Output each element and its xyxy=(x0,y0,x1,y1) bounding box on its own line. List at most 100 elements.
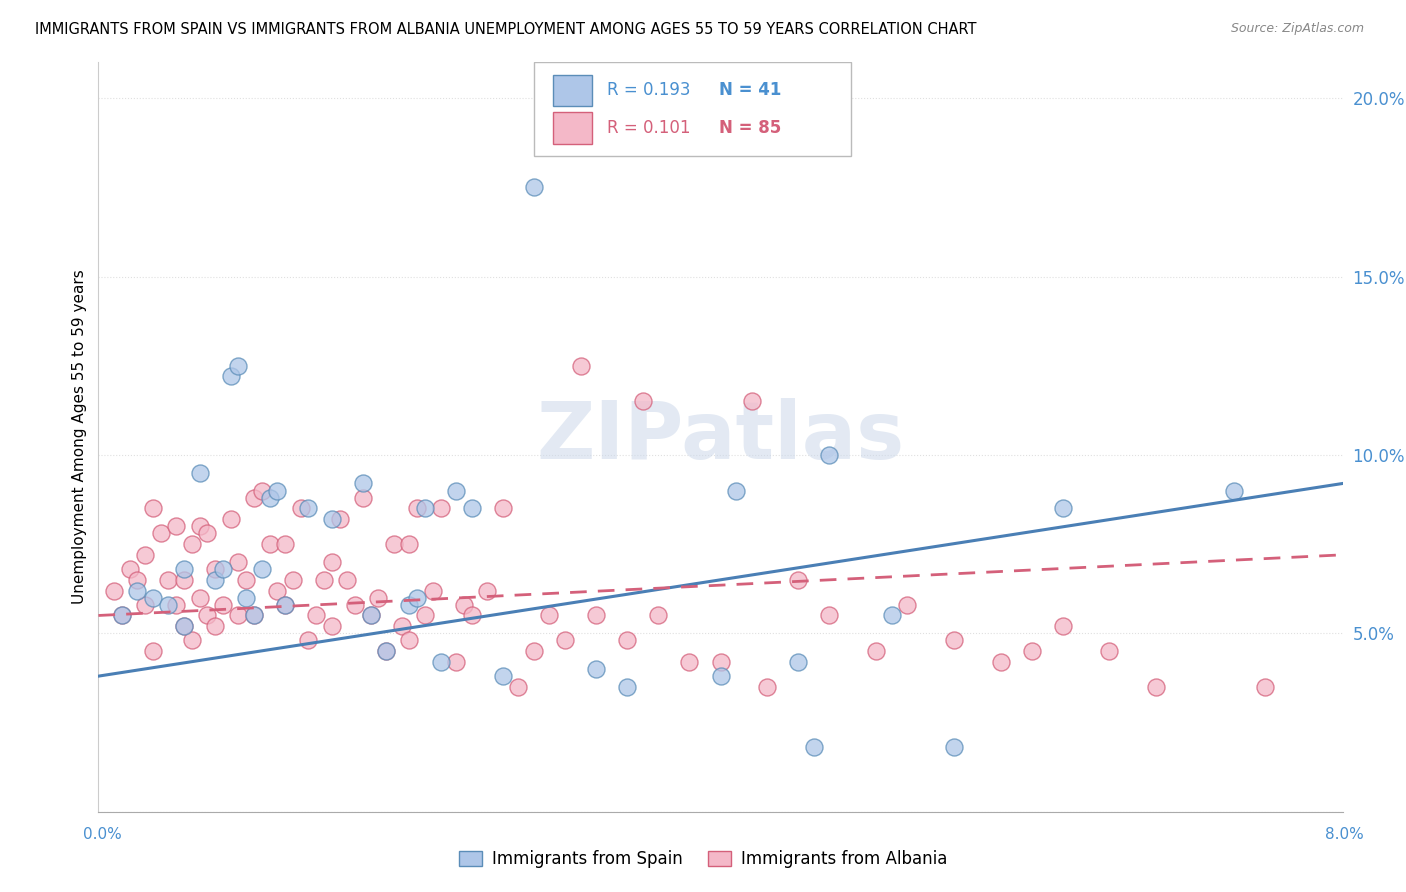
Point xyxy=(188,591,211,605)
Point xyxy=(756,680,779,694)
Point xyxy=(228,359,250,373)
Point xyxy=(710,655,733,669)
Point xyxy=(1223,483,1246,498)
Point xyxy=(165,519,187,533)
Point xyxy=(880,608,903,623)
Point xyxy=(1021,644,1043,658)
Point xyxy=(274,598,297,612)
Point xyxy=(523,644,546,658)
Point xyxy=(165,598,187,612)
Text: R = 0.101: R = 0.101 xyxy=(607,120,690,137)
Point xyxy=(413,608,436,623)
Point xyxy=(281,573,304,587)
Point xyxy=(710,669,733,683)
Point xyxy=(1052,619,1074,633)
Point xyxy=(585,608,607,623)
Point xyxy=(111,608,134,623)
Point xyxy=(398,598,420,612)
Point xyxy=(173,562,195,576)
Point xyxy=(219,512,242,526)
Point xyxy=(127,573,149,587)
Point xyxy=(1144,680,1167,694)
Point xyxy=(585,662,607,676)
Point xyxy=(157,573,180,587)
Text: ZIPatlas: ZIPatlas xyxy=(537,398,904,476)
Point xyxy=(865,644,887,658)
FancyBboxPatch shape xyxy=(553,112,592,144)
Point xyxy=(142,501,165,516)
Point xyxy=(195,608,218,623)
Point xyxy=(406,591,429,605)
Point xyxy=(741,394,763,409)
Point xyxy=(382,537,405,551)
Point xyxy=(678,655,700,669)
Point xyxy=(896,598,918,612)
Point xyxy=(631,394,654,409)
Point xyxy=(235,591,257,605)
Point xyxy=(321,555,343,569)
Point xyxy=(204,619,226,633)
Point xyxy=(228,608,250,623)
Point xyxy=(508,680,530,694)
Point xyxy=(204,573,226,587)
Point xyxy=(453,598,475,612)
Point xyxy=(460,501,484,516)
Point xyxy=(1254,680,1277,694)
Point xyxy=(305,608,328,623)
Point xyxy=(492,669,515,683)
Point xyxy=(134,598,156,612)
Point xyxy=(460,608,484,623)
Point xyxy=(266,483,288,498)
Point xyxy=(188,519,211,533)
Point xyxy=(787,573,810,587)
Point xyxy=(647,608,669,623)
Point xyxy=(180,633,202,648)
Text: Source: ZipAtlas.com: Source: ZipAtlas.com xyxy=(1230,22,1364,36)
Point xyxy=(259,491,281,505)
Point xyxy=(297,501,319,516)
Point xyxy=(375,644,398,658)
Point xyxy=(219,369,242,384)
Point xyxy=(942,633,965,648)
Point xyxy=(235,573,257,587)
Text: N = 41: N = 41 xyxy=(720,81,782,99)
Point xyxy=(180,537,202,551)
Point xyxy=(398,633,420,648)
Point xyxy=(290,501,312,516)
Point xyxy=(127,583,149,598)
Point xyxy=(367,591,389,605)
Point xyxy=(803,740,825,755)
Point xyxy=(321,512,343,526)
Point xyxy=(616,633,638,648)
Point xyxy=(523,180,546,194)
Point xyxy=(352,491,374,505)
Point xyxy=(211,598,233,612)
Point xyxy=(321,619,343,633)
Point xyxy=(103,583,125,598)
Point xyxy=(444,483,467,498)
Point xyxy=(243,491,266,505)
Text: N = 85: N = 85 xyxy=(720,120,782,137)
Point xyxy=(266,583,288,598)
Point xyxy=(173,619,195,633)
Text: 8.0%: 8.0% xyxy=(1324,827,1364,841)
Point xyxy=(492,501,515,516)
FancyBboxPatch shape xyxy=(534,62,851,156)
Point xyxy=(274,598,297,612)
Point xyxy=(787,655,810,669)
Point xyxy=(818,448,841,462)
Point xyxy=(149,526,172,541)
Point xyxy=(250,483,273,498)
Legend: Immigrants from Spain, Immigrants from Albania: Immigrants from Spain, Immigrants from A… xyxy=(451,844,955,875)
Point xyxy=(569,359,592,373)
Point xyxy=(352,476,374,491)
Point xyxy=(398,537,420,551)
Point xyxy=(274,537,297,551)
Point xyxy=(391,619,413,633)
Point xyxy=(360,608,382,623)
Text: IMMIGRANTS FROM SPAIN VS IMMIGRANTS FROM ALBANIA UNEMPLOYMENT AMONG AGES 55 TO 5: IMMIGRANTS FROM SPAIN VS IMMIGRANTS FROM… xyxy=(35,22,977,37)
Point xyxy=(118,562,141,576)
Point xyxy=(990,655,1012,669)
Point xyxy=(429,501,451,516)
Point xyxy=(477,583,499,598)
